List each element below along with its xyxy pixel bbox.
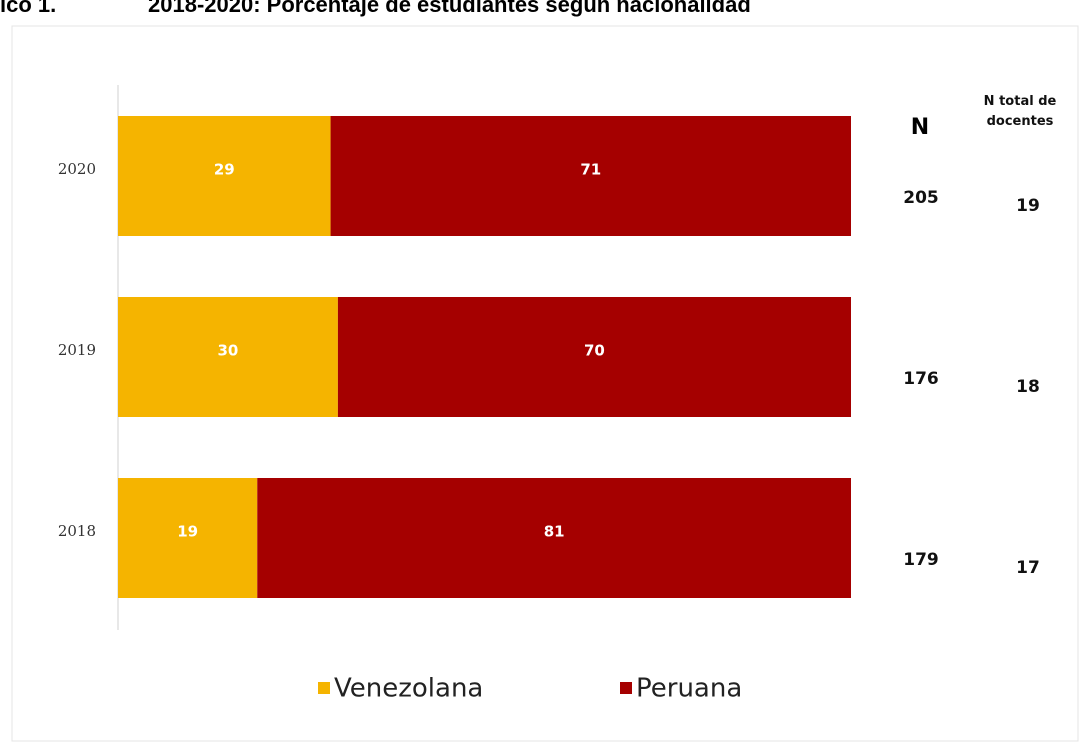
n-value: 176 bbox=[903, 369, 939, 389]
docentes-header: N total de docentes bbox=[983, 94, 1057, 129]
data-label: 30 bbox=[218, 342, 239, 360]
n-value: 179 bbox=[903, 550, 939, 570]
figure-label: ico 1. bbox=[0, 0, 56, 17]
docentes-value: 18 bbox=[1016, 377, 1040, 397]
n-header: N bbox=[911, 115, 929, 140]
docentes-value: 17 bbox=[1016, 558, 1040, 578]
bar-segment bbox=[337, 297, 851, 417]
legend-swatch bbox=[318, 682, 330, 694]
data-label: 70 bbox=[584, 342, 605, 360]
bar-segment bbox=[118, 297, 338, 417]
n-value: 205 bbox=[903, 188, 939, 208]
legend-label: Peruana bbox=[636, 674, 742, 704]
legend-swatch bbox=[620, 682, 632, 694]
legend-label: Venezolana bbox=[334, 674, 483, 704]
y-tick-label: 2020 bbox=[58, 160, 96, 178]
bar-segment bbox=[330, 116, 851, 236]
frame bbox=[11, 25, 1079, 742]
y-tick-label: 2018 bbox=[58, 522, 96, 540]
bar-segment bbox=[118, 478, 258, 598]
y-tick-label: 2019 bbox=[58, 341, 96, 359]
bar-segment bbox=[118, 116, 331, 236]
bar-segment bbox=[257, 478, 851, 598]
data-label: 81 bbox=[544, 523, 565, 541]
data-label: 29 bbox=[214, 161, 235, 179]
chart-title: 2018-2020: Porcentaje de estudiantes seg… bbox=[148, 0, 751, 17]
data-label: 19 bbox=[177, 523, 198, 541]
docentes-value: 19 bbox=[1016, 196, 1040, 216]
data-label: 71 bbox=[580, 161, 601, 179]
